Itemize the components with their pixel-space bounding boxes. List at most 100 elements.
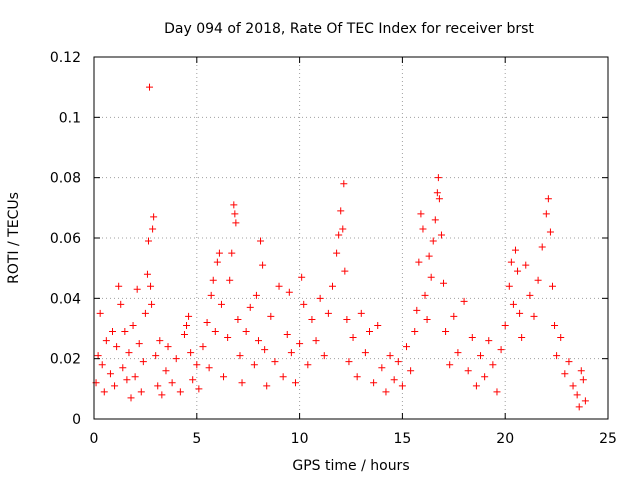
data-point <box>547 228 554 235</box>
data-point <box>419 225 426 232</box>
x-tick-labels: 0 5 10 15 20 25 <box>90 431 617 447</box>
x-tick-label: 25 <box>599 431 617 447</box>
data-point <box>350 334 357 341</box>
data-point <box>292 379 299 386</box>
data-point <box>428 274 435 281</box>
data-point <box>422 292 429 299</box>
data-point <box>251 361 258 368</box>
data-point <box>261 346 268 353</box>
data-point <box>358 310 365 317</box>
data-point <box>298 274 305 281</box>
data-point <box>253 292 260 299</box>
data-point <box>530 313 537 320</box>
data-point <box>226 277 233 284</box>
data-point <box>101 388 108 395</box>
data-point <box>512 247 519 254</box>
data-point <box>239 379 246 386</box>
data-point <box>128 394 135 401</box>
data-point <box>234 316 241 323</box>
data-point <box>325 310 332 317</box>
y-axis-label: ROTI / TECUs <box>6 192 22 284</box>
data-point <box>438 231 445 238</box>
data-point <box>518 334 525 341</box>
data-point <box>436 195 443 202</box>
data-point <box>123 376 130 383</box>
data-point <box>489 361 496 368</box>
data-point <box>413 307 420 314</box>
data-point <box>378 364 385 371</box>
data-point <box>465 367 472 374</box>
data-point <box>214 259 221 266</box>
data-point <box>97 310 104 317</box>
data-point <box>551 322 558 329</box>
data-point <box>228 250 235 257</box>
y-tick-labels: 0 0.02 0.04 0.06 0.08 0.1 0.12 <box>50 50 81 428</box>
data-point <box>288 349 295 356</box>
data-point <box>387 352 394 359</box>
data-point <box>95 352 102 359</box>
data-point <box>231 210 238 217</box>
data-point <box>317 295 324 302</box>
data-point <box>140 358 147 365</box>
data-point <box>148 301 155 308</box>
chart-title: Day 094 of 2018, Rate Of TEC Index for r… <box>164 21 534 37</box>
data-point <box>212 328 219 335</box>
data-point <box>343 316 350 323</box>
data-point <box>329 283 336 290</box>
data-point <box>304 361 311 368</box>
data-point <box>424 316 431 323</box>
data-point <box>146 84 153 91</box>
data-point <box>208 292 215 299</box>
data-point <box>99 361 106 368</box>
y-tick-label: 0.04 <box>50 291 81 307</box>
data-point <box>230 201 237 208</box>
data-point <box>391 376 398 383</box>
data-point <box>286 289 293 296</box>
x-tick-label: 10 <box>291 431 309 447</box>
x-axis-label: GPS time / hours <box>292 458 409 474</box>
data-point <box>545 195 552 202</box>
roti-scatter-chart: Day 094 of 2018, Rate Of TEC Index for r… <box>0 0 640 480</box>
x-tick-label: 20 <box>496 431 514 447</box>
data-point <box>485 337 492 344</box>
data-point <box>565 358 572 365</box>
data-point <box>580 376 587 383</box>
data-point <box>498 346 505 353</box>
data-point <box>502 322 509 329</box>
data-point <box>185 313 192 320</box>
data-point <box>210 277 217 284</box>
data-point <box>514 268 521 275</box>
data-point <box>454 349 461 356</box>
data-point <box>111 382 118 389</box>
data-point <box>284 331 291 338</box>
data-point <box>366 328 373 335</box>
data-point <box>426 253 433 260</box>
data-point <box>243 328 250 335</box>
data-point <box>193 361 200 368</box>
data-point <box>450 313 457 320</box>
x-tick-label: 5 <box>192 431 201 447</box>
data-point <box>300 301 307 308</box>
data-point <box>399 382 406 389</box>
data-point <box>508 259 515 266</box>
data-point <box>403 343 410 350</box>
data-point <box>362 349 369 356</box>
grid <box>94 57 608 419</box>
data-point <box>169 379 176 386</box>
data-point <box>493 388 500 395</box>
data-point <box>136 340 143 347</box>
data-point <box>162 367 169 374</box>
data-point <box>440 280 447 287</box>
data-point <box>582 397 589 404</box>
data-point <box>224 334 231 341</box>
data-point <box>461 298 468 305</box>
data-point <box>561 370 568 377</box>
data-point <box>337 207 344 214</box>
data-point <box>335 231 342 238</box>
data-point <box>506 283 513 290</box>
data-point <box>236 352 243 359</box>
x-tick-label: 15 <box>393 431 411 447</box>
data-point <box>152 352 159 359</box>
data-point <box>481 373 488 380</box>
data-point <box>125 349 132 356</box>
